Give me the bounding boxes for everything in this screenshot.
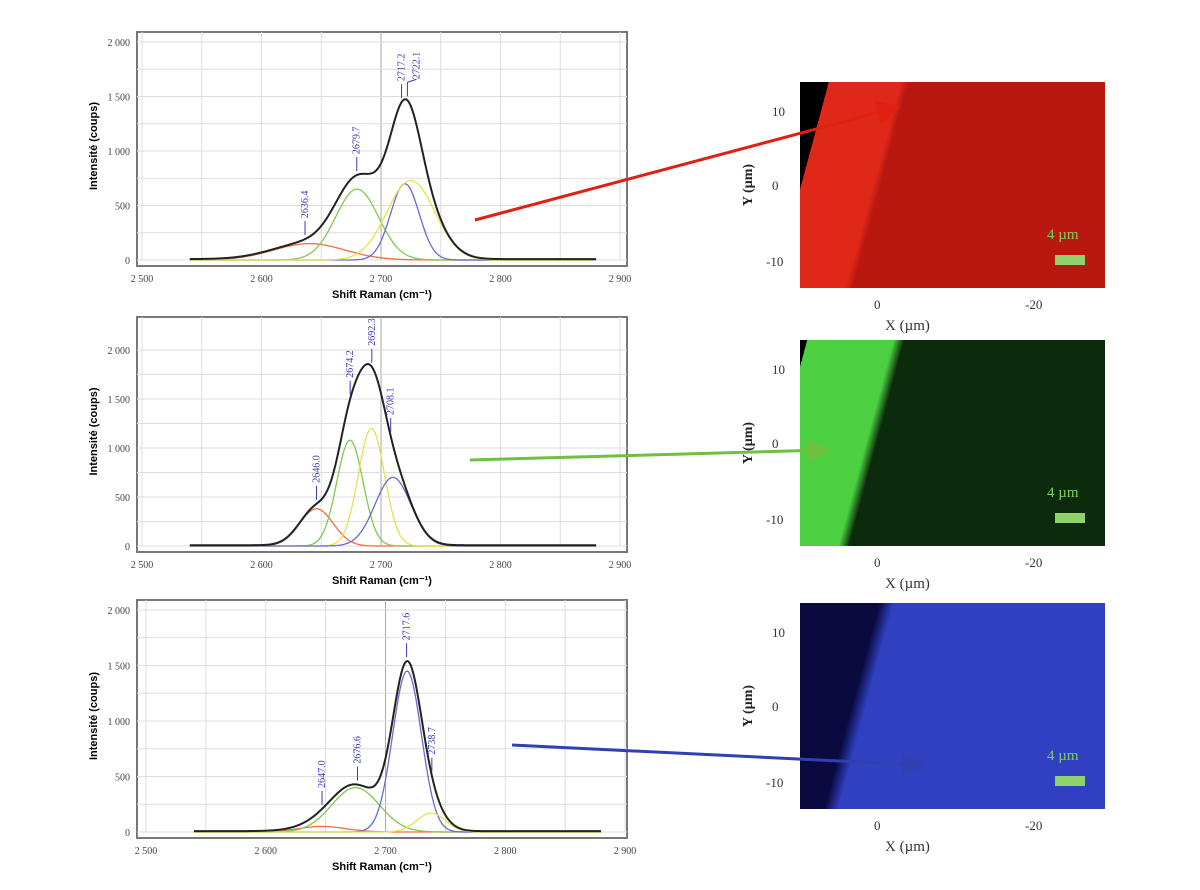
peak-label: 2674.2 [345,350,356,378]
y-axis-label: Intensité (coups) [88,672,100,760]
peak-label: 2647.0 [317,760,328,788]
map-x-axis-label: X (µm) [885,576,930,592]
chart-3: 2 500 2 600 2 700 2 800 2 900 0 500 1 000 1 500 2… [88,599,637,873]
scale-bar-label: 4 µm [1047,227,1079,243]
arrow-green [469,438,831,463]
x-tick-label: 2 900 [614,846,637,857]
raman-map-green [800,340,1105,546]
raman-map-red [800,82,1105,288]
chart-1: 2 500 2 600 2 700 2 800 2 900 0 500 1 000 1 500 2… [88,31,632,301]
map-x-tick: -20 [1025,818,1043,833]
peak-label: 2717.2 [397,54,408,82]
y-tick-label: 2 000 [108,346,131,357]
peak-label: 2679.7 [352,127,363,155]
map-x-tick: 0 [874,297,881,312]
x-tick-label: 2 600 [250,274,273,285]
y-tick-label: 500 [115,493,130,504]
arrow-red [474,101,901,222]
x-tick-label: 2 500 [131,560,154,571]
x-axis-label: Shift Raman (cm⁻¹) [332,861,432,873]
x-tick-label: 2 500 [131,274,154,285]
peak-label: 2722.1 [412,52,423,80]
y-tick-label: 1 500 [108,662,131,673]
scale-bar-label: 4 µm [1047,748,1079,764]
y-tick-label: 2 000 [108,606,131,617]
envelope-spectrum [193,659,602,833]
y-tick-label: 500 [115,202,130,213]
map-y-tick: 10 [772,625,785,640]
map-y-tick: -10 [766,254,784,269]
map-y-tick: 10 [772,104,785,119]
x-tick-label: 2 500 [135,846,158,857]
map-y-tick: 0 [772,178,779,193]
map-y-tick: -10 [766,775,784,790]
x-tick-label: 2 900 [609,274,632,285]
scale-bar [1055,513,1085,523]
peak-label: 2676.6 [352,736,363,764]
y-tick-label: 500 [115,773,130,784]
x-axis-label: Shift Raman (cm⁻¹) [332,289,432,301]
y-tick-label: 2 000 [108,38,131,49]
x-tick-label: 2 600 [250,560,273,571]
map-y-tick: 0 [772,436,779,451]
y-tick-label: 0 [125,828,130,839]
map-x-tick: 0 [874,555,881,570]
y-tick-label: 1 500 [108,93,131,104]
y-tick-label: 1 000 [108,717,131,728]
x-tick-label: 2 700 [370,560,393,571]
chart-2: 2 500 2 600 2 700 2 800 2 900 0 500 1 000 1 500 2… [88,316,632,587]
peak-label: 2636.4 [300,191,311,219]
scale-bar-label: 4 µm [1047,485,1079,501]
peak-label: 2692.3 [367,318,378,346]
y-tick-label: 0 [125,542,130,553]
y-tick-label: 1 500 [108,395,131,406]
map-x-tick: -20 [1025,297,1043,312]
x-tick-label: 2 800 [494,846,517,857]
map-x-tick: 0 [874,818,881,833]
envelope-spectrum [189,98,597,261]
y-tick-label: 1 000 [108,147,131,158]
x-tick-label: 2 700 [370,274,393,285]
x-tick-label: 2 800 [489,560,512,571]
raman-map-blue [800,603,1105,809]
plot-frame [136,31,628,267]
y-axis-label: Intensité (coups) [88,102,100,190]
peak-label: 2717.6 [402,613,413,641]
peak-leader [407,78,417,83]
y-axis-label: Intensité (coups) [88,387,100,475]
map-y-tick: 10 [772,362,785,377]
plot-frame [136,316,628,553]
x-tick-label: 2 700 [374,846,397,857]
y-tick-label: 0 [125,256,130,267]
scale-bar [1055,255,1085,265]
map-y-tick: 0 [772,699,779,714]
x-tick-label: 2 900 [609,560,632,571]
map-x-axis-label: X (µm) [885,839,930,855]
map-y-tick: -10 [766,512,784,527]
peak-label: 2708.1 [386,388,397,416]
peak-label: 2646.0 [311,455,322,483]
peak-label: 2738.7 [427,727,438,755]
x-tick-label: 2 600 [255,846,278,857]
map-x-tick: -20 [1025,555,1043,570]
y-tick-label: 1 000 [108,444,131,455]
map-x-axis-label: X (µm) [885,318,930,334]
envelope-spectrum [189,363,597,547]
x-axis-label: Shift Raman (cm⁻¹) [332,575,432,587]
scale-bar [1055,776,1085,786]
arrow-blue [511,743,926,777]
x-tick-label: 2 800 [489,274,512,285]
